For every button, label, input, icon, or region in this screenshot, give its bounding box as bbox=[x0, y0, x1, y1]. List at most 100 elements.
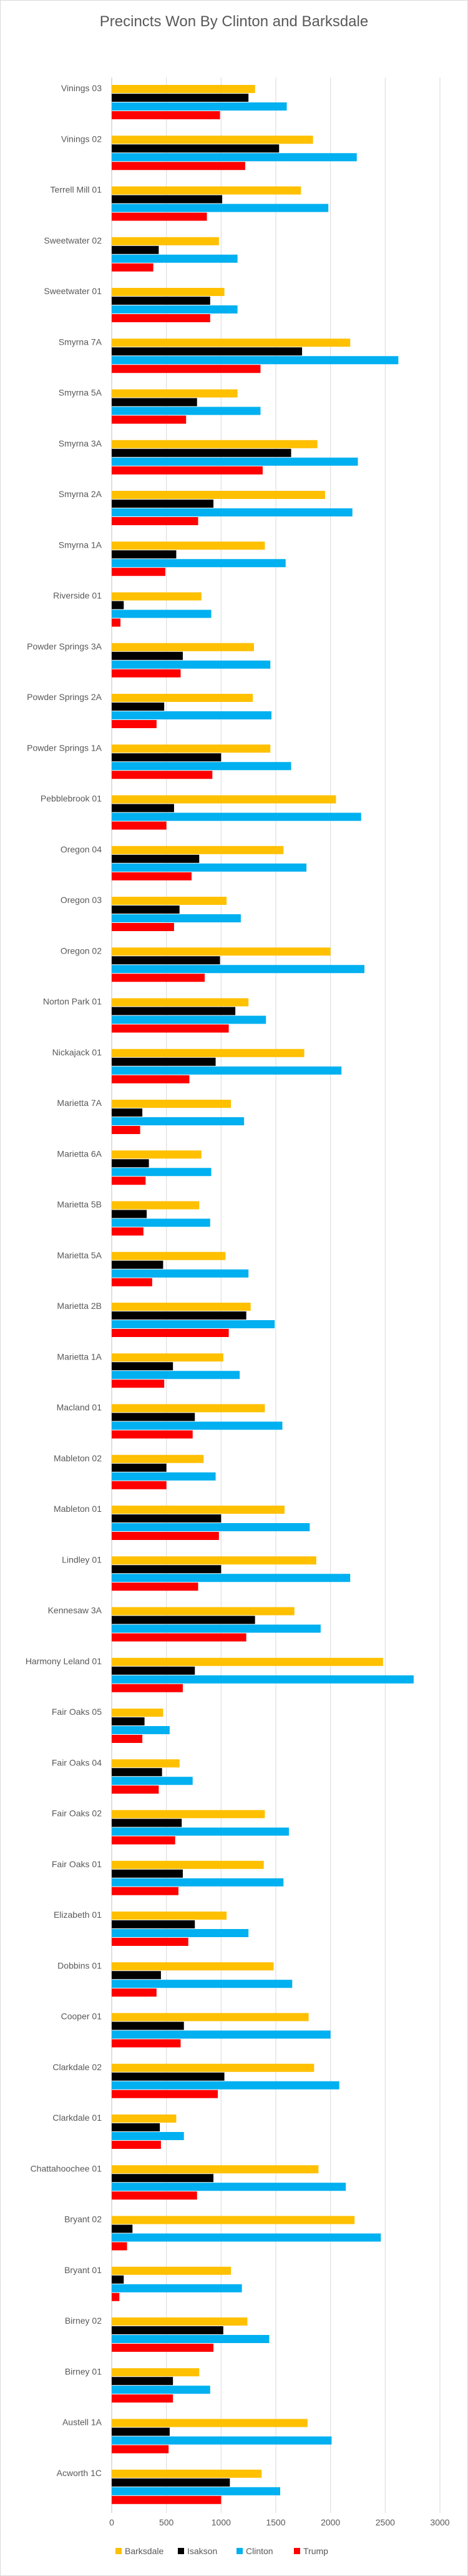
bar-barksdale bbox=[112, 846, 284, 854]
bar-barksdale bbox=[112, 2419, 308, 2427]
bar-isakson bbox=[112, 2377, 173, 2386]
bar-isakson bbox=[112, 956, 220, 965]
bar-trump bbox=[112, 1836, 175, 1845]
bar-trump bbox=[112, 1329, 229, 1337]
category-label: Clarkdale 02 bbox=[52, 2062, 102, 2072]
bar-barksdale bbox=[112, 2216, 355, 2224]
bar-isakson bbox=[112, 448, 291, 457]
bar-isakson bbox=[112, 398, 197, 407]
bar-barksdale bbox=[112, 1353, 223, 1362]
category-label: Macland 01 bbox=[57, 1403, 102, 1413]
bar-barksdale bbox=[112, 1454, 204, 1463]
bar-trump bbox=[112, 1278, 152, 1286]
bar-clinton bbox=[112, 1015, 266, 1024]
bar-trump bbox=[112, 1430, 193, 1439]
bar-isakson bbox=[112, 1869, 183, 1878]
bar-clinton bbox=[112, 1777, 193, 1785]
bar-barksdale bbox=[112, 1251, 226, 1260]
bar-isakson bbox=[112, 2123, 160, 2131]
bar-isakson bbox=[112, 703, 165, 711]
category-label: Dobbins 01 bbox=[57, 1960, 102, 1970]
bar-barksdale bbox=[112, 1962, 274, 1971]
legend-label: Isakson bbox=[187, 2546, 217, 2556]
bar-trump bbox=[112, 771, 213, 779]
legend-swatch bbox=[236, 2548, 243, 2554]
bar-trump bbox=[112, 1075, 190, 1083]
bar-barksdale bbox=[112, 85, 255, 93]
bar-barksdale bbox=[112, 288, 225, 296]
bar-clinton bbox=[112, 1624, 321, 1633]
bar-barksdale bbox=[112, 1100, 232, 1108]
bar-clinton bbox=[112, 1472, 216, 1481]
x-tick-label: 2000 bbox=[321, 2517, 340, 2527]
bar-isakson bbox=[112, 2224, 133, 2233]
category-label: Fair Oaks 04 bbox=[52, 1757, 102, 1767]
x-tick-label: 1500 bbox=[266, 2517, 285, 2527]
bar-trump bbox=[112, 466, 263, 475]
bar-clinton bbox=[112, 559, 286, 568]
bar-trump bbox=[112, 517, 198, 525]
bar-barksdale bbox=[112, 136, 313, 144]
bar-isakson bbox=[112, 2427, 170, 2436]
bar-clinton bbox=[112, 508, 353, 516]
bar-trump bbox=[112, 2394, 173, 2403]
category-label: Smyrna 1A bbox=[59, 540, 102, 550]
bar-barksdale bbox=[112, 1810, 265, 1818]
bar-clinton bbox=[112, 305, 238, 313]
bar-isakson bbox=[112, 906, 180, 914]
bar-barksdale bbox=[112, 1607, 295, 1616]
bar-trump bbox=[112, 365, 261, 373]
legend-label: Trump bbox=[303, 2546, 328, 2556]
category-label: Smyrna 5A bbox=[59, 388, 102, 398]
category-label: Acworth 1C bbox=[57, 2468, 102, 2478]
bar-barksdale bbox=[112, 897, 227, 905]
bar-barksdale bbox=[112, 2266, 232, 2275]
bar-trump bbox=[112, 1582, 198, 1591]
bar-clinton bbox=[112, 2284, 242, 2292]
bar-clinton bbox=[112, 1675, 414, 1684]
category-label: Harmony Leland 01 bbox=[26, 1656, 102, 1666]
bar-trump bbox=[112, 1379, 165, 1388]
legend-swatch bbox=[115, 2548, 122, 2554]
bar-barksdale bbox=[112, 389, 238, 398]
bar-clinton bbox=[112, 1218, 210, 1227]
category-label: Birney 01 bbox=[65, 2366, 102, 2376]
bar-trump bbox=[112, 720, 157, 728]
category-label: Nickajack 01 bbox=[52, 1047, 102, 1057]
bar-trump bbox=[112, 263, 154, 272]
bar-barksdale bbox=[112, 795, 336, 804]
bar-isakson bbox=[112, 1565, 222, 1574]
bar-clinton bbox=[112, 1066, 342, 1075]
bar-clinton bbox=[112, 609, 212, 618]
category-label: Oregon 04 bbox=[61, 844, 102, 854]
bar-isakson bbox=[112, 2275, 124, 2284]
bar-barksdale bbox=[112, 1150, 202, 1159]
bar-isakson bbox=[112, 1210, 147, 1218]
bar-clinton bbox=[112, 1168, 212, 1177]
bar-barksdale bbox=[112, 592, 202, 601]
bar-isakson bbox=[112, 1057, 216, 1066]
bar-clinton bbox=[112, 711, 271, 719]
bar-clinton bbox=[112, 2132, 184, 2140]
bar-clinton bbox=[112, 660, 271, 669]
bar-trump bbox=[112, 1532, 219, 1540]
legend-swatch bbox=[178, 2548, 184, 2554]
category-label: Pebblebrook 01 bbox=[41, 794, 102, 804]
bar-barksdale bbox=[112, 491, 325, 499]
bar-trump bbox=[112, 1481, 167, 1489]
bar-isakson bbox=[112, 1413, 195, 1421]
category-label: Marietta 7A bbox=[57, 1098, 102, 1108]
bar-trump bbox=[112, 2445, 169, 2454]
category-label: Powder Springs 1A bbox=[27, 743, 102, 753]
category-label: Sweetwater 01 bbox=[44, 286, 102, 296]
bar-trump bbox=[112, 2090, 218, 2098]
bar-trump bbox=[112, 974, 205, 982]
category-label: Marietta 2B bbox=[57, 1301, 102, 1311]
x-tick-label: 1000 bbox=[212, 2517, 231, 2527]
bar-trump bbox=[112, 212, 207, 221]
bar-isakson bbox=[112, 1514, 222, 1522]
bar-trump bbox=[112, 1633, 246, 1642]
bar-barksdale bbox=[112, 1201, 200, 1210]
bar-clinton bbox=[112, 1980, 293, 1988]
category-label: Powder Springs 3A bbox=[27, 641, 102, 651]
